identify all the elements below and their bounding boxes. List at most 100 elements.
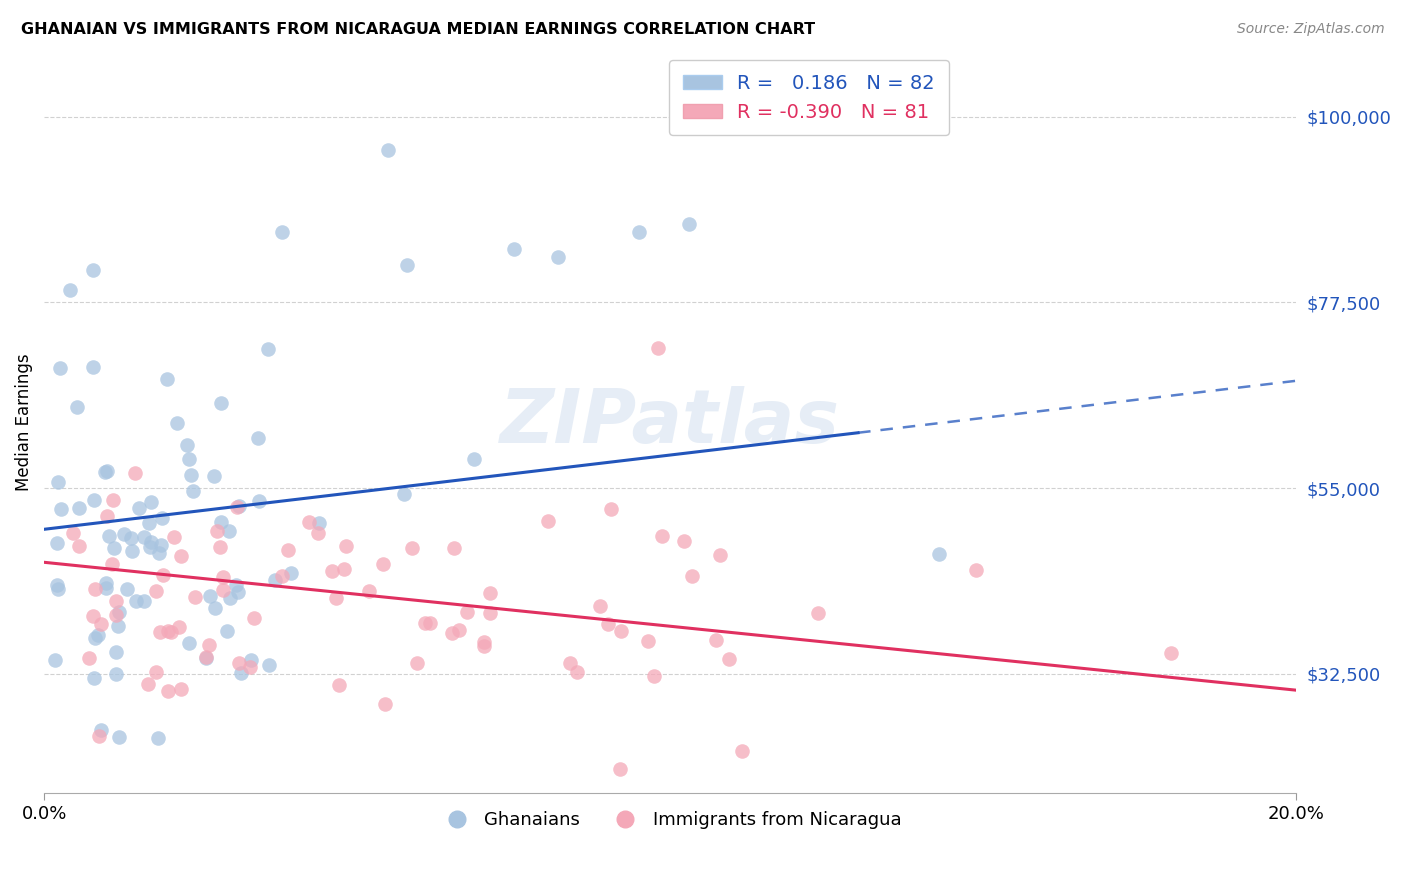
Point [240,653,263,667]
Point [184,590,207,604]
Point [717,652,740,666]
Point [277,542,299,557]
Point [672,533,695,548]
Point [198,589,221,603]
Point [247,494,270,508]
Point [96,464,118,478]
Point [97,529,120,543]
Point [441,625,464,640]
Point [502,242,524,256]
Point [374,697,396,711]
Point [83,631,105,645]
Text: ZIPatlas: ZIPatlas [501,385,841,458]
Point [148,546,170,560]
Point [49,502,72,516]
Point [167,620,190,634]
Point [104,594,127,608]
Point [321,564,343,578]
Point [84,582,107,597]
Point [627,225,650,239]
Point [678,217,700,231]
Point [101,557,124,571]
Point [103,541,125,555]
Point [229,666,252,681]
Text: Source: ZipAtlas.com: Source: ZipAtlas.com [1237,22,1385,37]
Point [479,586,502,600]
Point [651,529,673,543]
Point [609,762,631,776]
Point [709,548,731,562]
Point [228,499,250,513]
Point [44,653,66,667]
Point [333,562,356,576]
Point [132,530,155,544]
Point [610,624,633,639]
Point [77,651,100,665]
Point [83,671,105,685]
Point [108,731,131,745]
Point [145,665,167,680]
Point [150,511,173,525]
Point [449,624,471,638]
Point [226,584,249,599]
Legend: Ghanaians, Immigrants from Nicaragua: Ghanaians, Immigrants from Nicaragua [432,804,908,837]
Point [928,547,950,561]
Point [472,640,495,654]
Point [647,341,669,355]
Point [637,634,659,648]
Point [67,539,90,553]
Point [101,493,124,508]
Y-axis label: Median Earnings: Median Earnings [15,353,32,491]
Point [96,581,118,595]
Point [83,493,105,508]
Point [124,466,146,480]
Point [104,667,127,681]
Point [225,577,247,591]
Point [239,659,262,673]
Point [537,514,560,528]
Point [212,582,235,597]
Point [965,563,987,577]
Point [104,608,127,623]
Point [472,635,495,649]
Point [121,544,143,558]
Point [194,649,217,664]
Point [58,283,80,297]
Point [298,516,321,530]
Point [219,591,242,606]
Point [177,451,200,466]
Point [139,541,162,555]
Point [146,731,169,745]
Point [560,657,582,671]
Point [96,508,118,523]
Point [49,360,72,375]
Point [280,566,302,581]
Point [46,535,69,549]
Point [263,574,285,588]
Point [257,343,280,357]
Point [105,645,128,659]
Point [209,396,232,410]
Point [212,570,235,584]
Point [643,669,665,683]
Point [328,677,350,691]
Point [392,487,415,501]
Point [163,530,186,544]
Point [46,582,69,596]
Point [46,578,69,592]
Point [136,677,159,691]
Point [419,616,441,631]
Point [176,437,198,451]
Point [67,501,90,516]
Point [396,258,419,272]
Point [209,540,232,554]
Point [307,526,329,541]
Point [547,250,569,264]
Point [243,610,266,624]
Point [181,484,204,499]
Point [179,636,201,650]
Point [82,360,104,375]
Point [86,627,108,641]
Point [406,657,429,671]
Point [271,569,294,583]
